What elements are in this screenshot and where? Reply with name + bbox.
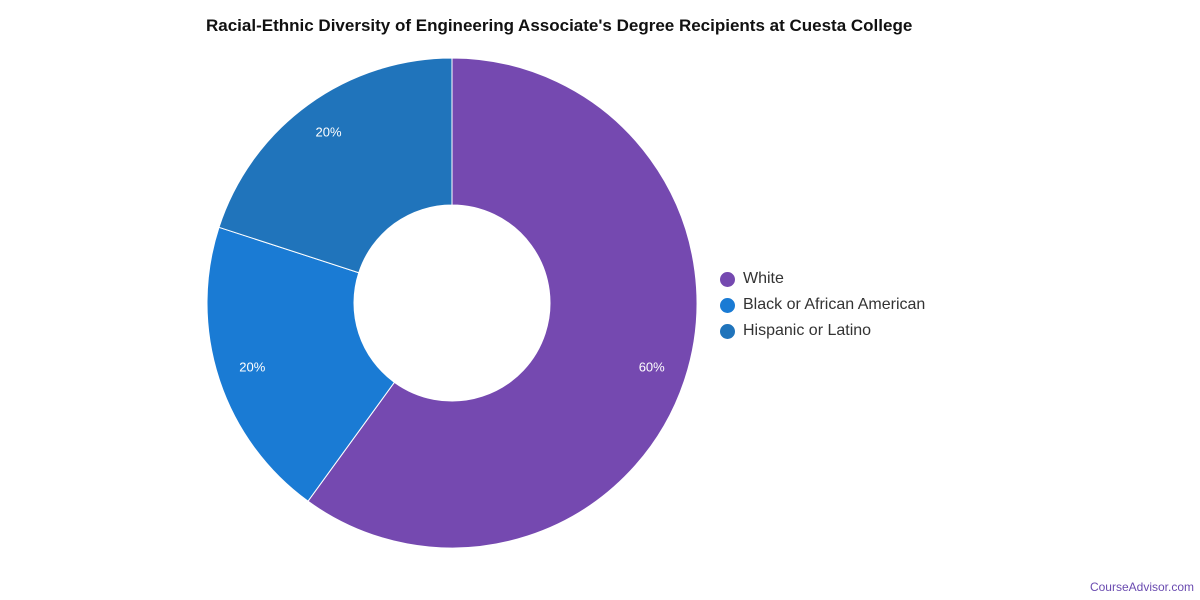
legend-item[interactable]: Black or African American [720, 292, 925, 318]
legend-label: White [743, 270, 784, 287]
legend-label: Black or African American [743, 296, 926, 313]
legend-item[interactable]: Hispanic or Latino [720, 318, 925, 344]
chart-title: Racial-Ethnic Diversity of Engineering A… [206, 16, 913, 35]
slice-label: 60% [639, 359, 665, 374]
legend-item[interactable]: White [720, 266, 925, 292]
site-credit[interactable]: CourseAdvisor.com [1089, 580, 1194, 594]
slice-label: 20% [239, 359, 265, 374]
legend-swatch [720, 297, 735, 313]
slice-hispanic-or-latino[interactable] [218, 57, 453, 274]
slice-label: 20% [316, 125, 342, 140]
slice-white[interactable] [307, 57, 698, 549]
chart-legend: White Black or African American Hispanic o… [720, 266, 925, 344]
legend-label: Hispanic or Latino [743, 322, 872, 339]
slice-black-or-african-american[interactable] [206, 226, 396, 502]
legend-swatch [720, 271, 735, 287]
legend-swatch [720, 323, 735, 339]
